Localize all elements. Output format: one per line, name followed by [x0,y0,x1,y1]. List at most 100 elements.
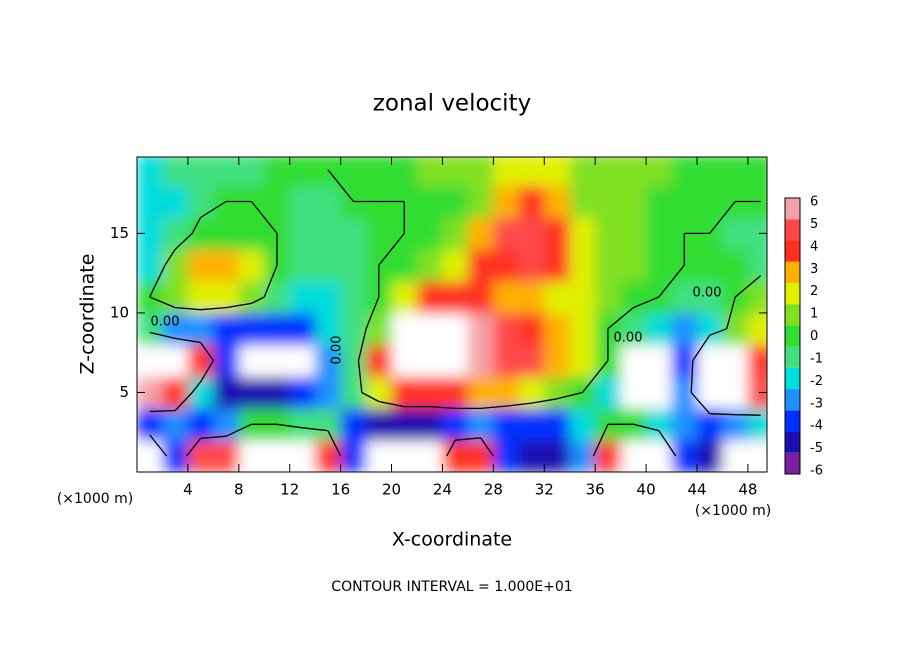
field-cell [366,217,393,250]
field-cell [569,344,596,378]
field-cell [289,408,316,441]
field-cell [187,185,214,218]
colorbar-frame [784,197,801,475]
field-cell [493,344,520,378]
field-cell [697,185,723,218]
colorbar-box [785,346,800,368]
colorbar-box [785,410,800,432]
field-cell [442,408,469,441]
field-cell [137,249,163,282]
colorbar-tick-label: 6 [810,195,818,210]
x-tick-label: 48 [738,481,757,499]
field-cell [315,185,342,218]
field-cell [417,249,443,282]
colorbar-box [785,198,800,220]
field-cell [646,217,673,250]
field-cell [518,281,545,314]
field-cell [315,281,342,314]
field-cell [493,217,520,250]
plot-frame [136,156,768,473]
x-tick-label: 12 [280,481,299,499]
field-cell [544,408,571,441]
field-cell [620,312,647,346]
field-cell [671,312,698,346]
field-cell [213,408,240,441]
field-cell [264,312,291,346]
field-cell [671,185,698,218]
field-cell [391,440,418,472]
field-cell [620,249,647,282]
y-tick-label: 10 [110,303,129,321]
colorbar-tick-label: 5 [810,217,818,232]
colorbar-tick-label: 2 [810,284,818,299]
field-cell [518,217,545,250]
x-tick-label: 8 [234,481,244,499]
colorbar-box [785,367,800,390]
field-cell [697,157,723,187]
field-cell [467,312,494,346]
field-cell [340,440,367,472]
field-cell [493,281,520,314]
field-cell [722,217,749,250]
field-cell [467,217,494,250]
field-cell [467,281,494,314]
field-cell [595,217,622,250]
field-cell [569,408,596,441]
field-cell [137,440,163,472]
field-cell [315,312,342,346]
field-cell [315,408,342,441]
field-cell [747,281,767,314]
field-cell [518,408,545,441]
field-cell [187,249,214,282]
field-cell [366,440,393,472]
field-cell [595,157,622,187]
field-cell [213,312,240,346]
field-cell [162,440,189,472]
field-cell [340,408,367,441]
field-cell [493,157,520,187]
field-cell [213,249,240,282]
field-cell [289,312,316,346]
field-cell [697,440,723,472]
colorbar-box [785,452,800,474]
field-cell [671,440,698,472]
field-cell [417,376,443,409]
field-cell [238,249,265,282]
field-cell [137,157,163,187]
field-cell [366,408,393,441]
colorbar-box [785,282,800,305]
field-cell [569,312,596,346]
field-cell [238,312,265,346]
x-tick-label: 44 [687,481,706,499]
field-cell [391,281,418,314]
field-cell [187,440,214,472]
field-cell [340,157,367,187]
x-tick-label: 24 [433,481,452,499]
field-cell [315,217,342,250]
field-cell [620,376,647,409]
field-cell [391,249,418,282]
field-cell [417,440,443,472]
field-cell [289,249,316,282]
field-cell [391,408,418,441]
field-cell [467,408,494,441]
field-cell [442,440,469,472]
field-cell [569,217,596,250]
field-cell [646,249,673,282]
field-cell [187,312,214,346]
field-cell [238,157,265,187]
field-cell [467,376,494,409]
field-cell [289,157,316,187]
field-cell [417,217,443,250]
field-cell [722,249,749,282]
field-cell [467,344,494,378]
field-cell [264,344,291,378]
field-cell [493,440,520,472]
colorbar-box [785,325,800,347]
colorbar-tick-label: -6 [810,464,823,479]
field-cell [493,312,520,346]
field-cell [264,157,291,187]
field-cell [289,376,316,409]
field-cell [518,344,545,378]
field-cell [620,217,647,250]
